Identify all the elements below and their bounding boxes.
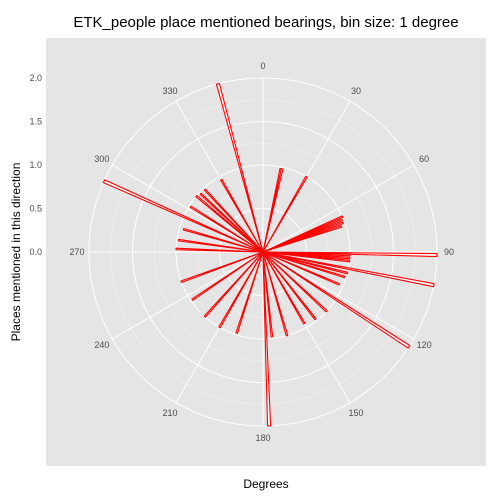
bar (262, 251, 328, 313)
bar (235, 251, 264, 334)
grid-spoke (262, 164, 414, 253)
bar (262, 225, 343, 253)
angle-tick-label: 210 (162, 408, 177, 418)
radius-tick-label: 1.0 (29, 160, 42, 170)
angle-tick-label: 90 (444, 247, 454, 257)
bar (199, 192, 264, 253)
angle-tick-label: 150 (348, 408, 363, 418)
bar (262, 175, 308, 253)
bar (191, 251, 264, 301)
bar (240, 171, 264, 253)
bar (262, 168, 284, 253)
bar (175, 247, 264, 253)
angle-tick-label: 60 (419, 154, 429, 164)
polar-grid (88, 77, 438, 427)
bar (262, 251, 346, 279)
angle-tick-labels: 0 30 60 90 120 150 180 210 240 270 300 330 (69, 61, 454, 443)
bar (262, 218, 343, 253)
x-axis-title: Degrees (243, 477, 288, 491)
radius-tick-label: 0.5 (29, 204, 42, 214)
y-axis-title: Places mentioned in this direction (9, 163, 23, 342)
radius-tick-label: 2.0 (29, 73, 42, 83)
angle-tick-label: 0 (260, 61, 265, 71)
bar (262, 251, 317, 321)
bar (203, 188, 264, 253)
angle-tick-label: 240 (94, 340, 109, 350)
grid-spoke (112, 164, 264, 253)
bar (262, 251, 351, 263)
grid-spoke (262, 251, 414, 340)
bar (195, 194, 264, 253)
bar (262, 251, 435, 288)
angle-tick-label: 330 (162, 86, 177, 96)
bar (102, 179, 264, 253)
bar (262, 251, 340, 286)
bar (262, 251, 289, 337)
bar (220, 178, 264, 253)
bar (182, 227, 264, 253)
bar (262, 251, 274, 338)
bar (262, 221, 344, 253)
angle-tick-label: 180 (255, 433, 270, 443)
radius-tick-labels: 0.0 0.5 1.0 1.5 2.0 (29, 73, 42, 257)
bar (177, 238, 264, 253)
bars (102, 82, 438, 427)
bar (262, 251, 306, 325)
bar (180, 251, 264, 284)
angle-tick-label: 120 (417, 340, 432, 350)
bar (218, 251, 264, 329)
angle-tick-label: 270 (69, 247, 84, 257)
bar (262, 215, 344, 253)
chart-title: ETK_people place mentioned bearings, bin… (73, 14, 458, 31)
bar (189, 205, 264, 253)
bar (262, 251, 272, 427)
bar (262, 251, 349, 275)
grid-spoke (112, 251, 264, 340)
radius-tick-label: 0.0 (29, 247, 42, 257)
angle-tick-label: 300 (94, 154, 109, 164)
angle-tick-label: 30 (351, 86, 361, 96)
radius-tick-label: 1.5 (29, 117, 42, 127)
bar (262, 251, 411, 349)
bar (203, 251, 264, 318)
